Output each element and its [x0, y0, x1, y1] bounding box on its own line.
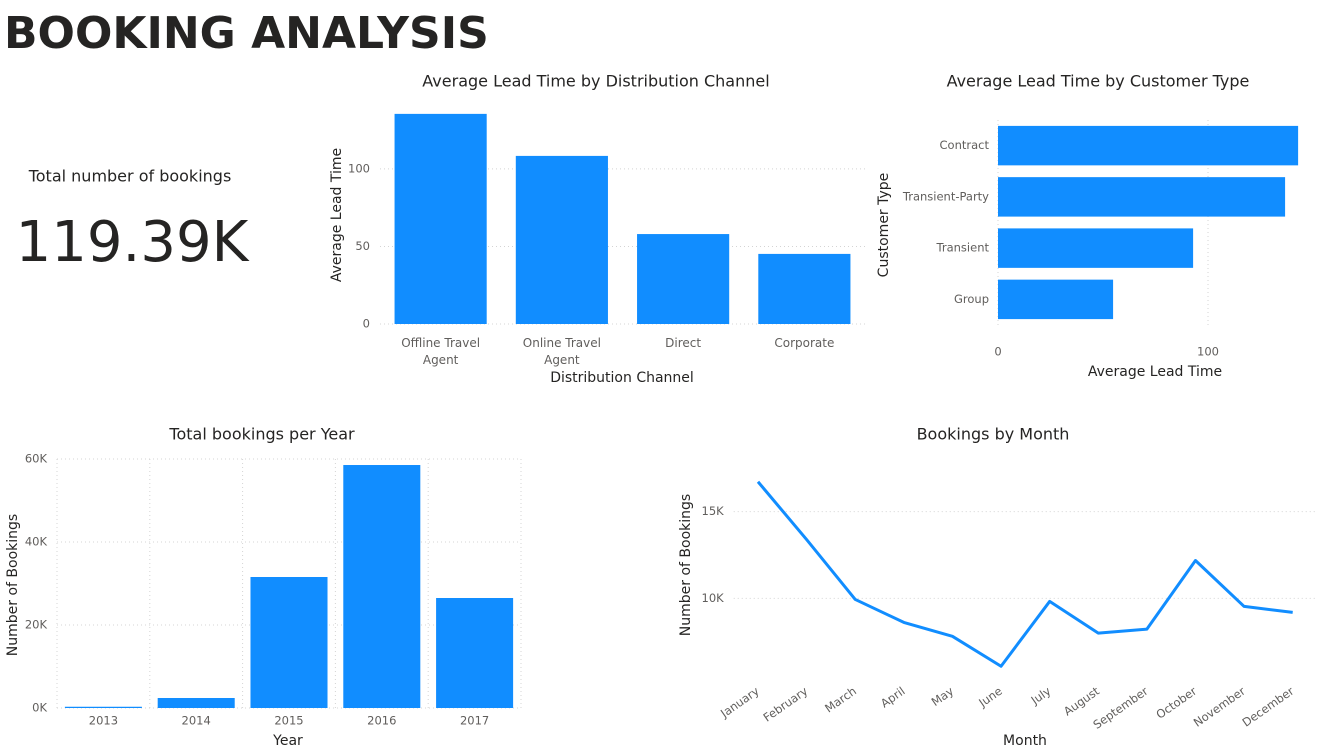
x-tick-label: June [975, 684, 1004, 710]
bar [998, 177, 1286, 217]
bar [998, 125, 1299, 166]
chart-title: Bookings by Month [917, 425, 1070, 444]
x-tick-label: 2015 [274, 714, 303, 728]
x-tick-label: December [1240, 684, 1297, 730]
x-tick-label: 2016 [367, 714, 396, 728]
x-tick-label: January [717, 684, 762, 721]
x-tick-label: Offline Travel Agent [401, 336, 481, 367]
bar [64, 706, 142, 708]
x-tick-label: 2017 [460, 714, 489, 728]
y-tick-label: Contract [940, 138, 990, 152]
x-axis-label: Average Lead Time [1088, 364, 1222, 380]
x-tick-label: March [822, 684, 859, 716]
y-tick-label: Transient [936, 241, 990, 255]
bar [250, 577, 328, 708]
x-tick-label-box: Direct [665, 336, 702, 350]
x-axis-label: Month [1003, 733, 1047, 749]
bar [394, 113, 487, 325]
x-tick-label-box: Online Travel Agent [522, 336, 601, 367]
x-axis-label: Year [272, 733, 303, 749]
x-tick-label: August [1061, 684, 1102, 719]
chart-title: Total bookings per Year [168, 425, 355, 444]
y-tick-label: 60K [25, 452, 48, 466]
bar [436, 598, 514, 708]
y-tick-label: 40K [25, 535, 48, 549]
bar [998, 279, 1114, 320]
card-value: 119.39K [16, 210, 250, 275]
bar [998, 228, 1194, 268]
y-axis-label: Number of Bookings [5, 514, 21, 656]
y-tick-label: 10K [702, 591, 725, 605]
bar [758, 253, 851, 324]
y-axis-label: Customer Type [876, 173, 892, 278]
y-tick-label: Group [954, 292, 989, 306]
x-tick-label: 2014 [182, 714, 211, 728]
page-title: BOOKING ANALYSIS [4, 8, 489, 59]
x-tick-label: April [878, 684, 908, 711]
x-tick-label: Corporate [774, 336, 835, 350]
x-tick-label: Online Travel Agent [522, 336, 601, 367]
y-tick-label: 50 [355, 239, 370, 253]
x-axis-label: Distribution Channel [550, 370, 694, 386]
bar [515, 155, 608, 324]
x-tick-label: May [929, 684, 957, 709]
x-tick-label-box: Offline Travel Agent [401, 336, 481, 367]
x-tick-label: 0 [994, 345, 1001, 359]
x-tick-label: 100 [1197, 345, 1219, 359]
chart-title: Average Lead Time by Customer Type [947, 72, 1250, 91]
y-tick-label: 15K [702, 504, 725, 518]
x-tick-label: February [761, 684, 811, 725]
x-tick-label: 2013 [89, 714, 118, 728]
y-axis-label: Average Lead Time [329, 148, 345, 282]
bar [343, 465, 421, 708]
x-tick-label-box: Corporate [774, 336, 835, 350]
x-tick-label: July [1028, 684, 1054, 708]
card-label: Total number of bookings [28, 167, 232, 186]
y-tick-label: 0K [32, 701, 47, 715]
y-tick-label: 100 [348, 161, 370, 175]
y-tick-label: Transient-Party [902, 189, 989, 203]
y-tick-label: 20K [25, 618, 48, 632]
x-tick-label: November [1191, 684, 1248, 730]
line [756, 480, 1293, 668]
x-tick-label: Direct [665, 336, 702, 350]
bar [157, 697, 235, 708]
y-tick-label: 0 [363, 317, 370, 331]
y-axis-label: Number of Bookings [678, 494, 694, 636]
chart-title: Average Lead Time by Distribution Channe… [422, 72, 769, 91]
bar [637, 234, 730, 324]
x-tick-label: September [1090, 684, 1150, 732]
